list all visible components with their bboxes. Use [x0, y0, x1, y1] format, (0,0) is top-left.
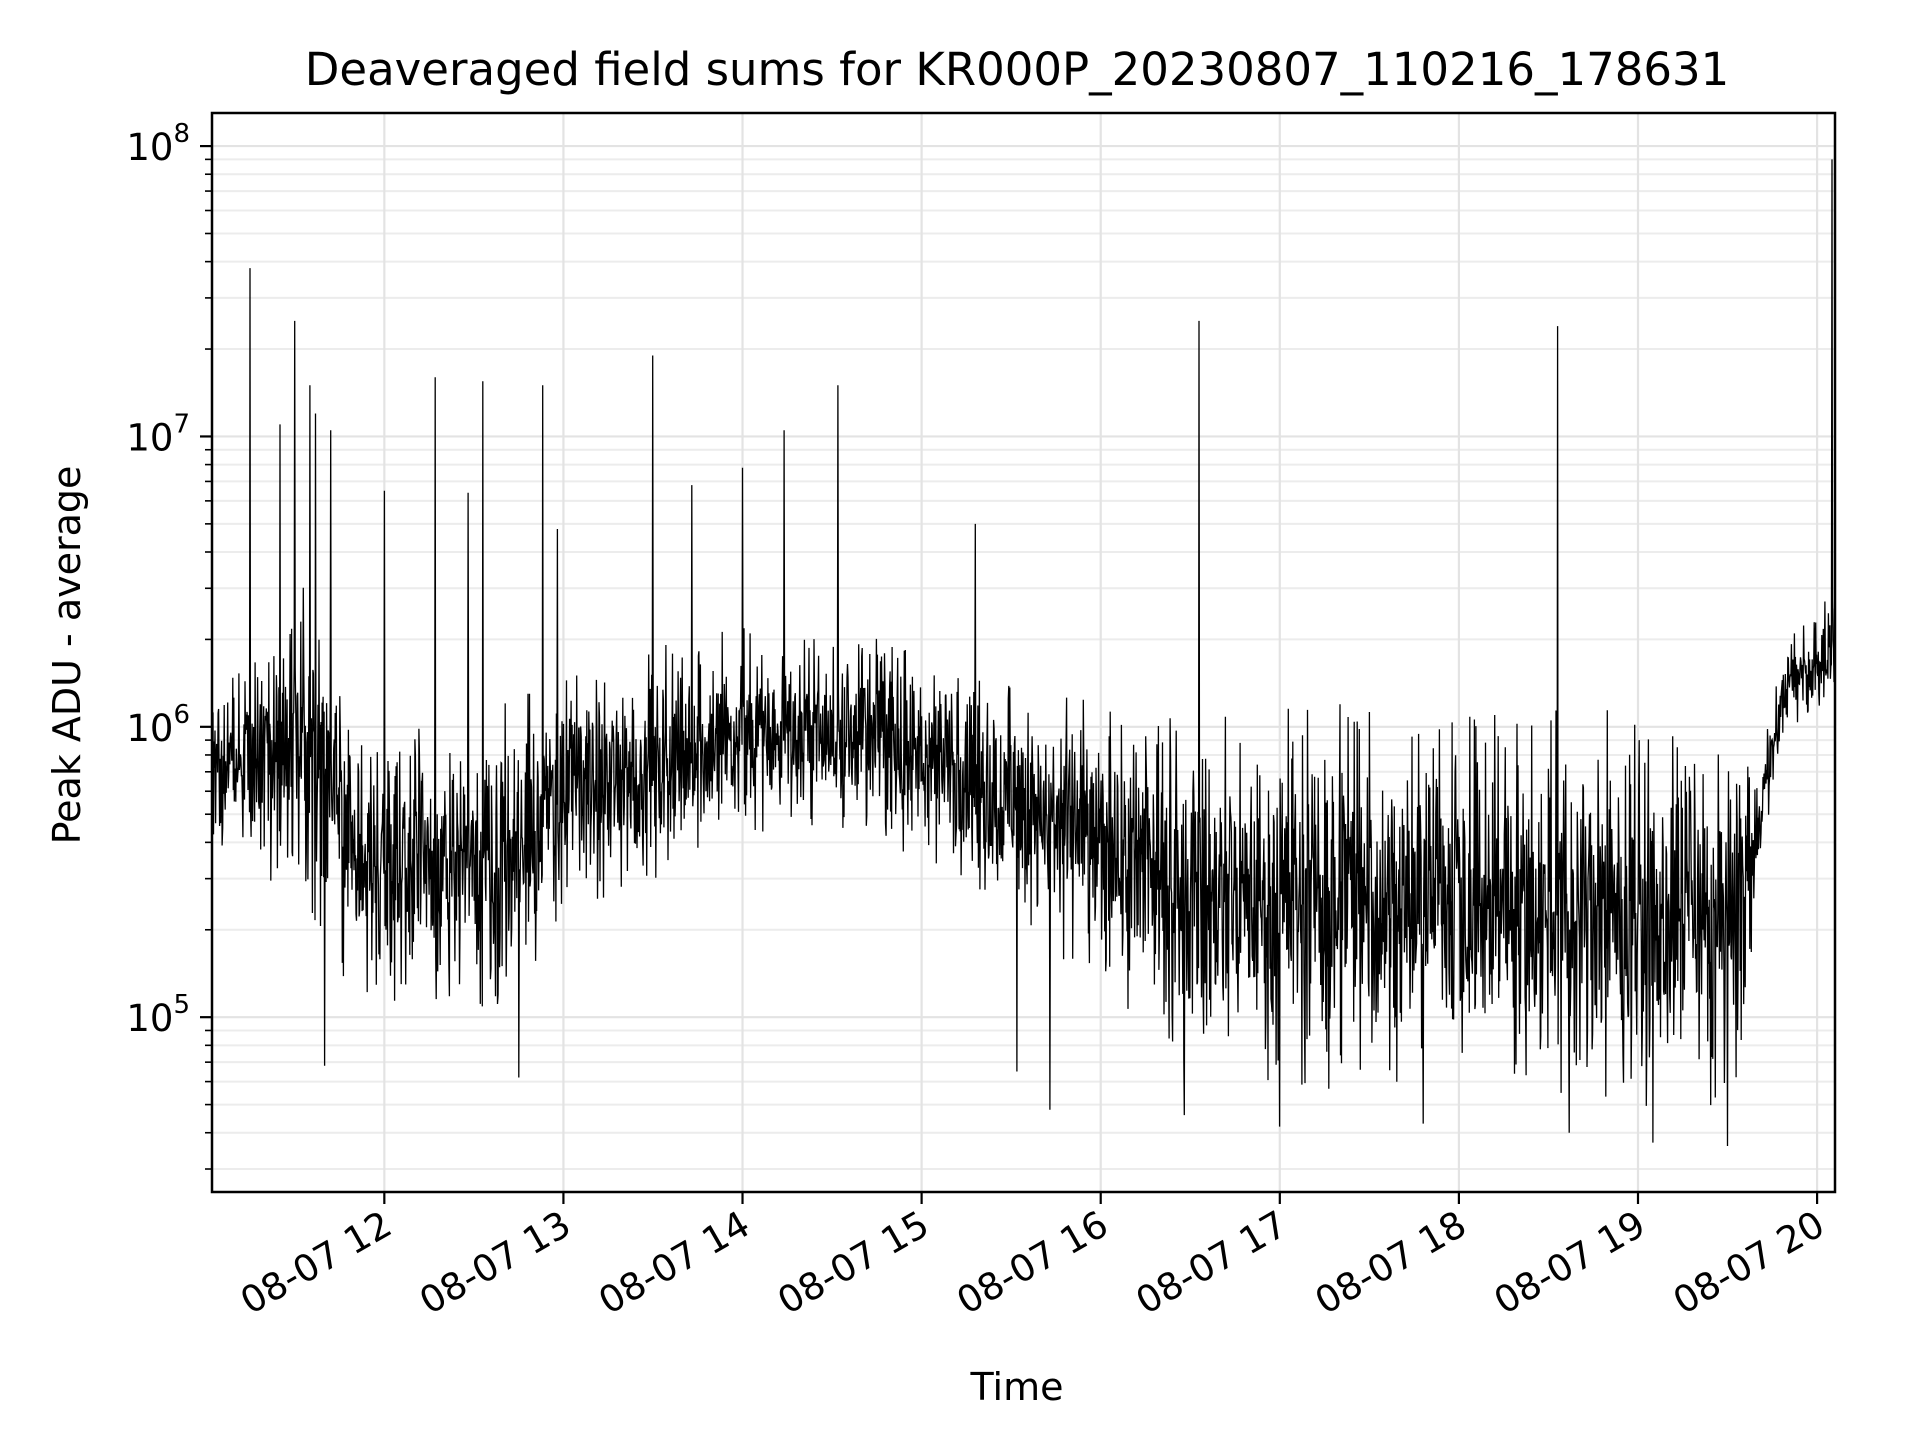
y-axis-label: Peak ADU - average [45, 466, 89, 845]
y-tick-label: 108 [126, 119, 190, 169]
series-layer [211, 159, 1836, 1147]
series-line [211, 159, 1836, 1147]
y-tick-base: 10 [126, 416, 173, 459]
y-tick-exponent: 7 [173, 409, 190, 439]
y-tick-label: 107 [126, 409, 190, 459]
chart-title: Deaveraged field sums for KR000P_2023080… [305, 43, 1729, 96]
y-tick-base: 10 [126, 126, 173, 169]
y-tick-base: 10 [126, 707, 173, 750]
y-tick-base: 10 [126, 997, 173, 1040]
x-axis-label: Time [970, 1365, 1064, 1409]
y-tick-exponent: 6 [173, 700, 190, 730]
y-tick-label: 106 [126, 700, 190, 750]
y-tick-label: 105 [126, 990, 190, 1040]
plot-frame [210, 111, 1837, 1194]
y-tick-exponent: 5 [173, 990, 190, 1020]
y-tick-exponent: 8 [173, 119, 190, 149]
